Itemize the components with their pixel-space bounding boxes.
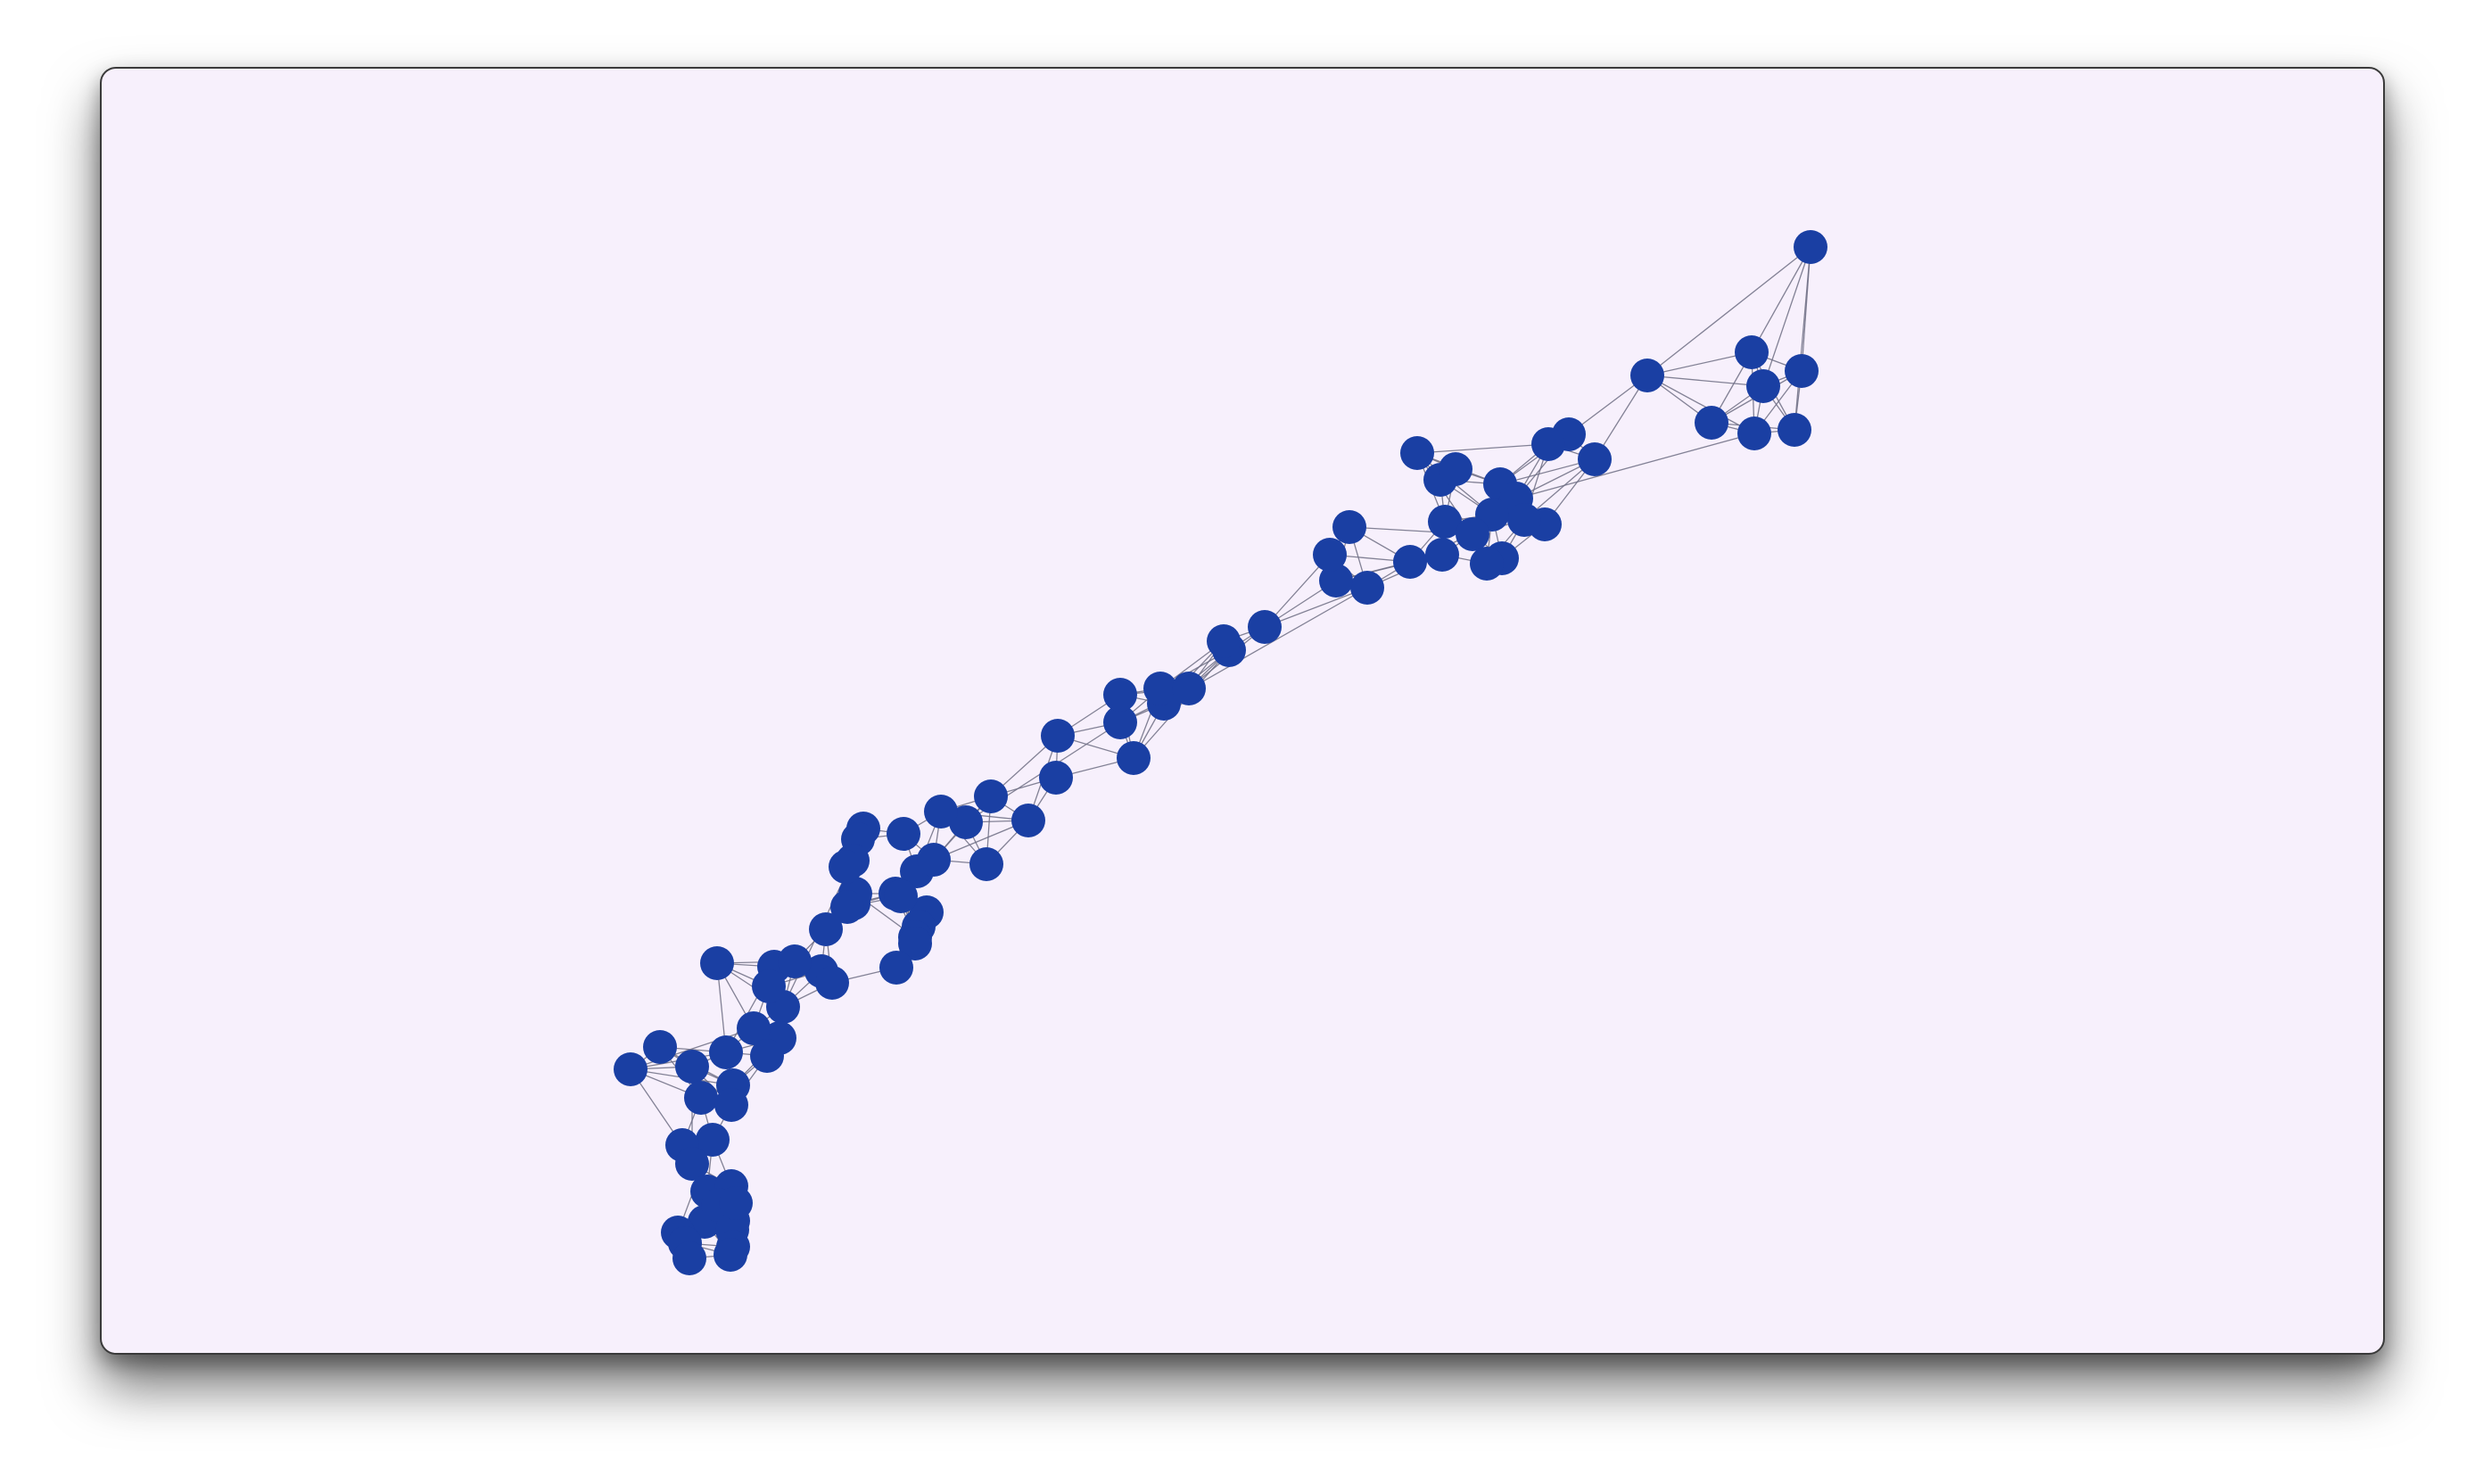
graph-node xyxy=(1039,761,1073,795)
graph-edge xyxy=(1794,246,1811,431)
graph-node xyxy=(1319,564,1353,598)
graph-edge xyxy=(1264,587,1368,628)
graph-node xyxy=(1737,416,1771,450)
graph-node xyxy=(714,1088,748,1122)
graph-node xyxy=(714,1238,747,1272)
graph-node xyxy=(1425,538,1459,572)
graph-edge xyxy=(630,1027,755,1070)
graph-node xyxy=(1578,442,1612,476)
network-graph xyxy=(614,230,1827,1275)
graph-node xyxy=(1011,804,1045,837)
graph-node xyxy=(917,843,951,877)
graph-node xyxy=(829,850,862,884)
graph-node xyxy=(1439,452,1472,486)
graph-node xyxy=(815,966,849,1000)
graph-edge xyxy=(1515,433,1755,499)
graph-edges xyxy=(630,246,1811,1259)
graph-edge xyxy=(1133,649,1230,759)
graph-node xyxy=(1117,741,1151,775)
graph-edge xyxy=(1646,375,1755,434)
graph-node xyxy=(1778,413,1811,447)
graph-node xyxy=(1393,545,1427,579)
graph-node xyxy=(1041,719,1075,753)
graph-node xyxy=(1470,547,1504,581)
graph-node xyxy=(1172,672,1206,705)
graph-node xyxy=(1695,406,1728,440)
graph-node xyxy=(1103,678,1137,712)
graph-node xyxy=(1785,354,1819,388)
graph-node xyxy=(700,946,734,980)
graph-node xyxy=(1746,369,1780,403)
graph-node xyxy=(719,1186,753,1220)
graph-nodes xyxy=(614,230,1827,1275)
graph-node xyxy=(969,847,1003,881)
graph-node xyxy=(750,1039,784,1073)
graph-node xyxy=(1350,571,1384,605)
graph-node xyxy=(614,1052,648,1086)
graph-node xyxy=(672,1241,706,1275)
graph-node xyxy=(879,951,913,985)
graph-node xyxy=(1313,538,1347,572)
graph-node xyxy=(675,1147,709,1181)
graph-node xyxy=(924,795,958,829)
graph-node xyxy=(809,912,843,946)
graph-edge xyxy=(1751,246,1811,353)
graph-edge xyxy=(1646,351,1753,376)
graph-node xyxy=(1507,503,1541,537)
graph-node xyxy=(752,969,786,1003)
graph-edge xyxy=(1762,246,1811,387)
graph-node xyxy=(1456,517,1489,551)
graph-edge xyxy=(1416,443,1549,454)
graph-node xyxy=(696,1123,730,1157)
graph-node xyxy=(1248,610,1282,644)
graph-node xyxy=(1103,705,1137,739)
graph-node xyxy=(684,1081,718,1115)
graph-node xyxy=(974,779,1008,813)
graph-node xyxy=(1143,672,1177,705)
graph-node xyxy=(884,879,918,913)
graph-node xyxy=(1630,359,1664,392)
graph-node xyxy=(1207,624,1241,658)
graph-node xyxy=(898,927,932,960)
graph-node xyxy=(675,1050,709,1084)
graph-window xyxy=(100,67,2385,1355)
graph-node xyxy=(1735,335,1769,369)
graph-node xyxy=(830,890,864,924)
graph-node xyxy=(778,944,812,978)
graph-node xyxy=(709,1035,743,1069)
graph-edge xyxy=(933,820,1029,861)
graph-edge xyxy=(1646,375,1764,387)
graph-node xyxy=(1794,230,1827,264)
graph-node xyxy=(1400,436,1434,470)
graph-node xyxy=(1332,510,1366,544)
graph-node xyxy=(737,1011,771,1045)
graph-node xyxy=(1428,505,1462,539)
graph-node xyxy=(643,1030,677,1064)
graph-edge xyxy=(1646,246,1811,376)
graph-node xyxy=(1531,427,1565,461)
graph-node xyxy=(887,817,920,851)
